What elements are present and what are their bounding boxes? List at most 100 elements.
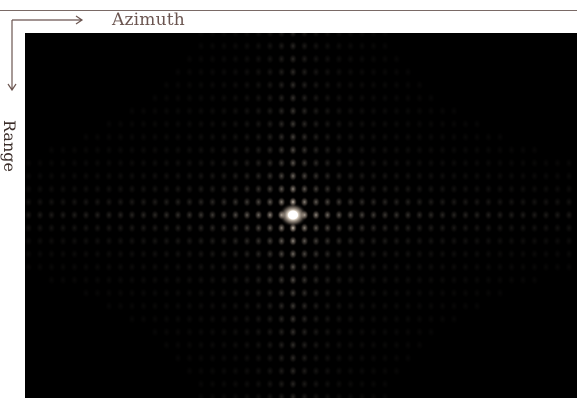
sidelobe [231,118,240,130]
sidelobe [507,209,516,221]
sidelobe [185,118,194,130]
sidelobe [219,157,229,169]
sidelobe [334,300,344,312]
sidelobe [231,144,240,156]
sidelobe [450,301,458,311]
sidelobe [438,118,447,130]
sidelobe [139,170,148,182]
sidelobe [196,170,206,182]
sidelobe [392,222,401,234]
sidelobe [392,183,401,195]
sidelobe [185,79,194,91]
sidelobe [93,288,101,298]
sidelobe [415,196,424,208]
sidelobe [427,314,435,324]
sidelobe [426,248,436,260]
sidelobe [277,326,286,338]
sidelobe [196,118,206,130]
sidelobe [288,352,298,364]
sidelobe [104,157,114,169]
sidelobe [242,170,252,182]
sidelobe [219,209,229,221]
sidelobe [472,274,482,286]
sidelobe [288,53,298,65]
sidelobe [392,92,401,104]
sidelobe [151,327,159,337]
sidelobe [392,131,401,143]
sidelobe [47,183,56,195]
sidelobe [541,222,551,234]
sidelobe [82,132,90,142]
sidelobe [93,157,102,169]
sidelobe [403,235,413,247]
sidelobe [311,235,321,247]
sidelobe [277,33,286,39]
sidelobe [127,274,137,286]
sidelobe [334,365,344,377]
sidelobe [311,183,321,195]
sidelobe [139,274,148,286]
sidelobe [173,183,183,195]
sidelobe [185,366,193,376]
sidelobe [438,248,447,260]
sidelobe [254,313,263,325]
sidelobe [139,118,148,130]
sidelobe [518,196,528,208]
sidelobe [185,105,194,117]
sidelobe [162,222,171,234]
sidelobe [461,274,470,286]
sidelobe [541,248,551,260]
sidelobe [139,261,148,273]
sidelobe [265,118,275,130]
sidelobe [369,40,378,52]
sidelobe [311,352,321,364]
sidelobe [541,170,551,182]
sidelobe [369,157,378,169]
sidelobe [311,391,321,398]
sidelobe [323,118,332,130]
sidelobe [426,274,436,286]
sidelobe [173,248,183,260]
sidelobe [472,170,482,182]
sidelobe [369,144,378,156]
sidelobe [151,314,159,324]
sidelobe [208,66,217,78]
sidelobe [553,235,562,247]
sidelobe [357,118,367,130]
sidelobe [104,261,114,273]
sidelobe [174,67,182,77]
sidelobe [323,53,332,65]
sidelobe [162,274,171,286]
sidelobe [438,170,447,182]
sidelobe [265,339,275,351]
sidelobe [472,183,482,195]
sidelobe [219,183,229,195]
sidelobe [323,40,332,52]
sidelobe [346,118,355,130]
sidelobe [254,40,263,52]
sidelobe [541,157,551,169]
sidelobe [541,235,551,247]
sidelobe [219,391,229,398]
sidelobe [553,262,561,272]
sidelobe [357,170,367,182]
sidelobe [231,352,240,364]
sidelobe [403,248,413,260]
sidelobe [208,105,217,117]
sidelobe [93,248,102,260]
sidelobe [426,261,436,273]
sidelobe [231,79,240,91]
sidelobe [449,261,459,273]
sidelobe [185,170,194,182]
main-lobe-core [288,210,298,220]
sidelobe [300,33,309,39]
sidelobe [357,183,367,195]
sidelobe [553,209,562,221]
sidelobe [403,222,413,234]
sidelobe [277,92,286,104]
sidelobe [472,144,482,156]
sidelobe [392,235,401,247]
sidelobe [173,287,183,299]
sidelobe [174,80,182,90]
sidelobe [288,33,298,39]
